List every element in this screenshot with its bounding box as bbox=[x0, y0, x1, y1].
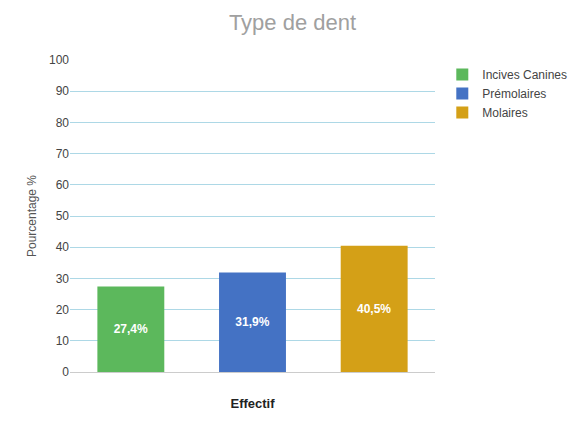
svg-text:20: 20 bbox=[56, 303, 70, 317]
svg-text:Pourcentage %: Pourcentage % bbox=[25, 175, 39, 257]
svg-text:27,4%: 27,4% bbox=[114, 322, 148, 336]
svg-text:Effectif: Effectif bbox=[230, 396, 275, 411]
svg-text:10: 10 bbox=[56, 334, 70, 348]
svg-text:31,9%: 31,9% bbox=[235, 315, 269, 329]
svg-text:Molaires: Molaires bbox=[482, 106, 527, 120]
svg-text:60: 60 bbox=[56, 178, 70, 192]
svg-text:30: 30 bbox=[56, 272, 70, 286]
svg-text:0: 0 bbox=[62, 365, 69, 379]
svg-text:70: 70 bbox=[56, 147, 70, 161]
svg-text:90: 90 bbox=[56, 84, 70, 98]
svg-text:Prémolaires: Prémolaires bbox=[482, 87, 546, 101]
svg-text:40,5%: 40,5% bbox=[357, 302, 391, 316]
svg-text:Incives Canines: Incives Canines bbox=[482, 68, 567, 82]
svg-text:80: 80 bbox=[56, 116, 70, 130]
svg-text:100: 100 bbox=[49, 53, 69, 67]
svg-text:Type de dent: Type de dent bbox=[229, 10, 356, 35]
svg-text:50: 50 bbox=[56, 209, 70, 223]
svg-text:40: 40 bbox=[56, 240, 70, 254]
